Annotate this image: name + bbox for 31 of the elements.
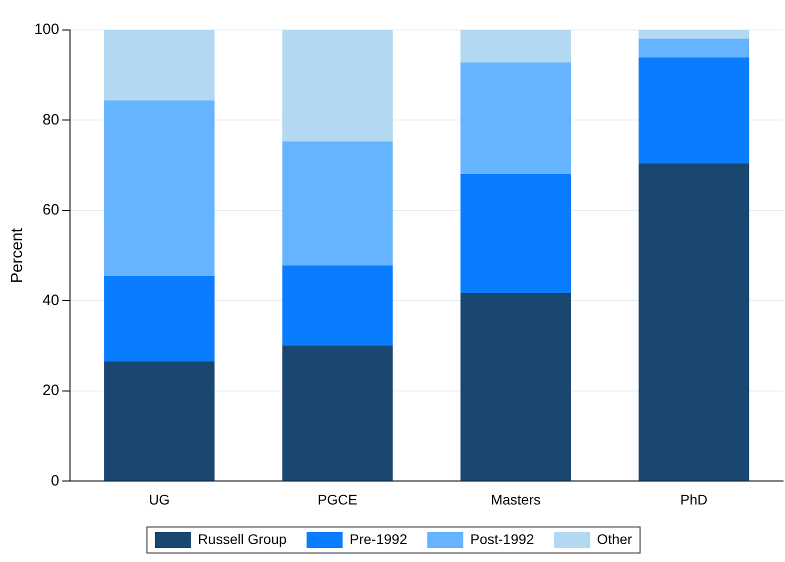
bar: [460, 293, 571, 481]
bar: [104, 361, 215, 481]
y-tick-label: 0: [50, 472, 60, 490]
y-tick-label: 80: [42, 111, 60, 128]
x-tick-label: UG: [148, 491, 170, 508]
bar: [638, 38, 750, 58]
legend-label: Pre-1992: [350, 530, 408, 547]
bar: [638, 58, 750, 164]
bar: [460, 174, 571, 294]
y-axis-title: Percent: [9, 227, 26, 284]
legend-label: Other: [597, 530, 632, 547]
x-tick-label: PhD: [680, 491, 708, 508]
legend-label: Post-1992: [470, 530, 534, 547]
bar: [282, 266, 393, 346]
bar: [104, 276, 215, 362]
x-tick-label: PGCE: [318, 491, 358, 508]
bar: [638, 164, 750, 481]
bar: [460, 62, 571, 174]
y-tick-label: 100: [34, 21, 60, 38]
bar: [104, 100, 215, 276]
bar: [282, 141, 393, 266]
bar: [460, 30, 571, 62]
bar: [282, 30, 393, 142]
y-tick-label: 20: [42, 382, 60, 400]
bar: [104, 30, 215, 100]
bar: [638, 30, 750, 39]
bar: [282, 345, 393, 481]
x-tick-label: Masters: [490, 491, 541, 508]
y-tick-label: 40: [42, 292, 60, 309]
y-tick-label: 60: [42, 202, 60, 219]
legend-label: Russell Group: [198, 530, 287, 547]
